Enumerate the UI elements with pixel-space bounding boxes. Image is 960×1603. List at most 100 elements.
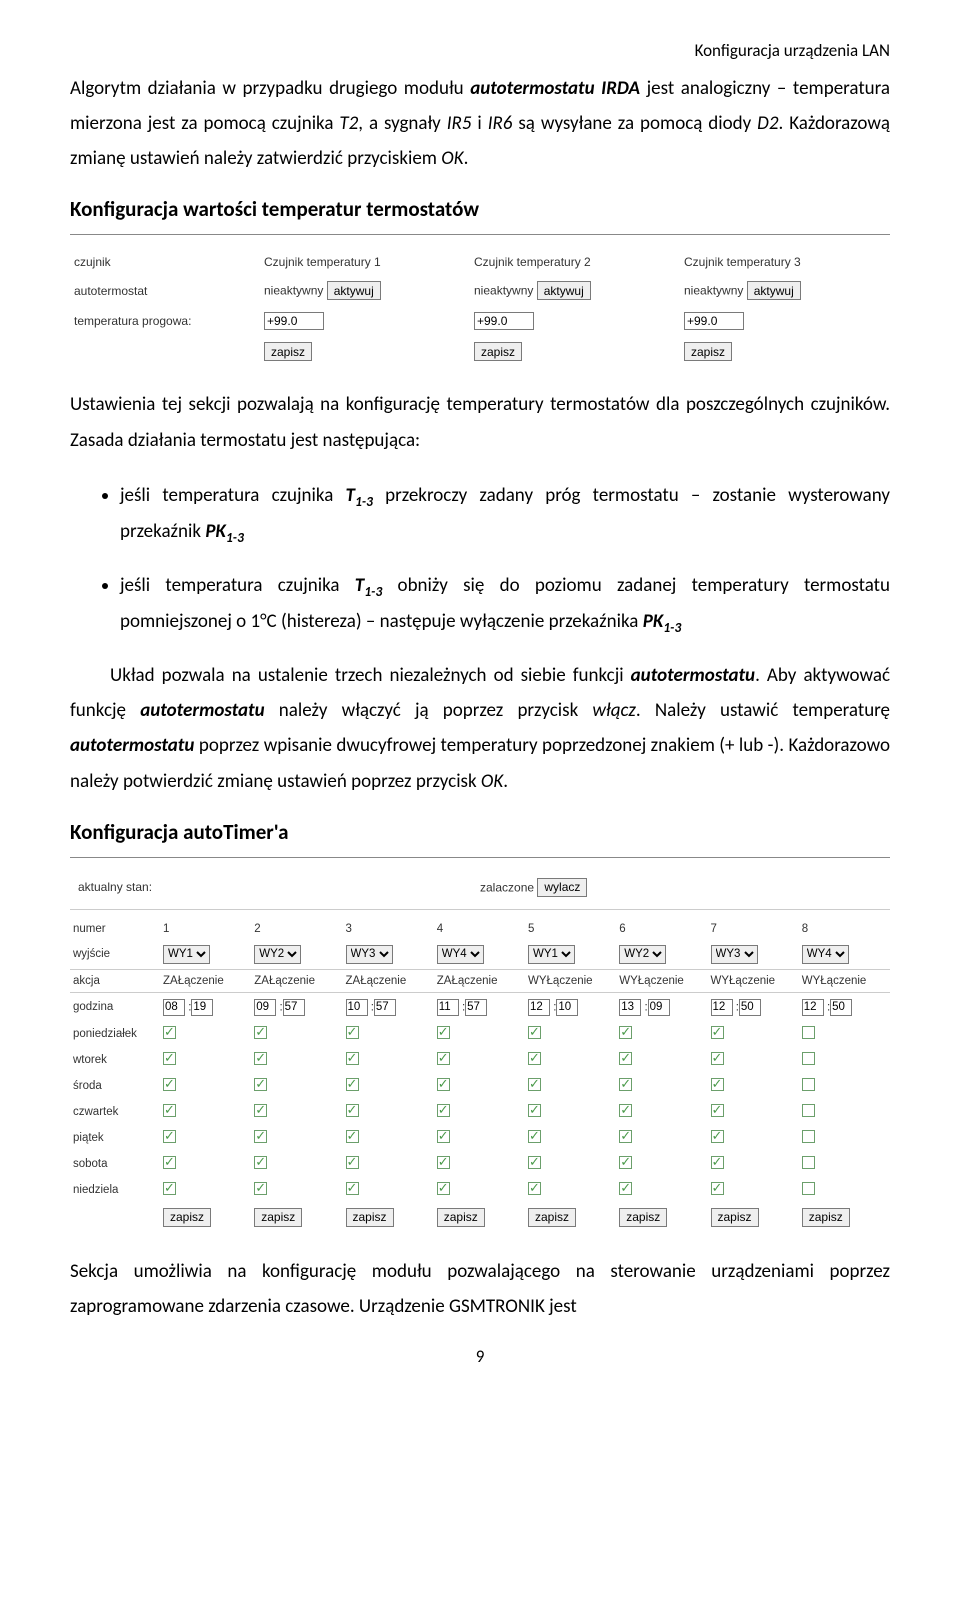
checkbox-sob-8[interactable] xyxy=(802,1156,815,1169)
checkbox-nd-7[interactable] xyxy=(711,1182,724,1195)
wy-select-1[interactable]: WY1 xyxy=(163,945,210,964)
save-button-3[interactable]: zapisz xyxy=(684,342,732,361)
checkbox-nd-8[interactable] xyxy=(802,1182,815,1195)
checkbox-nd-5[interactable] xyxy=(528,1182,541,1195)
checkbox-wt-4[interactable] xyxy=(437,1052,450,1065)
save-button-col-3[interactable]: zapisz xyxy=(346,1208,394,1227)
checkbox-czw-4[interactable] xyxy=(437,1104,450,1117)
hour-input-3[interactable] xyxy=(346,999,368,1016)
checkbox-sob-1[interactable] xyxy=(163,1156,176,1169)
checkbox-wt-6[interactable] xyxy=(619,1052,632,1065)
checkbox-czw-3[interactable] xyxy=(346,1104,359,1117)
checkbox-pt-6[interactable] xyxy=(619,1130,632,1143)
checkbox-nd-2[interactable] xyxy=(254,1182,267,1195)
wy-select-4[interactable]: WY4 xyxy=(437,945,484,964)
hour-input-7[interactable] xyxy=(711,999,733,1016)
minute-input-5[interactable] xyxy=(556,999,578,1016)
threshold-input-1[interactable] xyxy=(264,312,324,330)
checkbox-pon-1[interactable] xyxy=(163,1026,176,1039)
wy-select-2[interactable]: WY2 xyxy=(254,945,301,964)
checkbox-czw-8[interactable] xyxy=(802,1104,815,1117)
checkbox-sr-1[interactable] xyxy=(163,1078,176,1091)
wy-select-6[interactable]: WY2 xyxy=(619,945,666,964)
save-button-col-6[interactable]: zapisz xyxy=(619,1208,667,1227)
save-button-col-4[interactable]: zapisz xyxy=(437,1208,485,1227)
checkbox-sr-2[interactable] xyxy=(254,1078,267,1091)
minute-input-7[interactable] xyxy=(739,999,761,1016)
save-button-col-7[interactable]: zapisz xyxy=(711,1208,759,1227)
minute-input-8[interactable] xyxy=(830,999,852,1016)
checkbox-czw-7[interactable] xyxy=(711,1104,724,1117)
checkbox-sr-4[interactable] xyxy=(437,1078,450,1091)
checkbox-nd-1[interactable] xyxy=(163,1182,176,1195)
wy-select-7[interactable]: WY3 xyxy=(711,945,758,964)
checkbox-sr-3[interactable] xyxy=(346,1078,359,1091)
minute-input-6[interactable] xyxy=(648,999,670,1016)
save-button-col-8[interactable]: zapisz xyxy=(802,1208,850,1227)
wy-select-3[interactable]: WY3 xyxy=(346,945,393,964)
hour-input-8[interactable] xyxy=(802,999,824,1016)
checkbox-czw-1[interactable] xyxy=(163,1104,176,1117)
checkbox-pon-2[interactable] xyxy=(254,1026,267,1039)
save-button-col-5[interactable]: zapisz xyxy=(528,1208,576,1227)
checkbox-pt-5[interactable] xyxy=(528,1130,541,1143)
save-button-2[interactable]: zapisz xyxy=(474,342,522,361)
checkbox-wt-8[interactable] xyxy=(802,1052,815,1065)
checkbox-pt-8[interactable] xyxy=(802,1130,815,1143)
checkbox-pt-3[interactable] xyxy=(346,1130,359,1143)
activate-button-3[interactable]: aktywuj xyxy=(747,281,801,300)
checkbox-czw-5[interactable] xyxy=(528,1104,541,1117)
hour-input-2[interactable] xyxy=(254,999,276,1016)
checkbox-pon-5[interactable] xyxy=(528,1026,541,1039)
hour-input-5[interactable] xyxy=(528,999,550,1016)
activate-button-2[interactable]: aktywuj xyxy=(537,281,591,300)
wy-select-5[interactable]: WY1 xyxy=(528,945,575,964)
wy-select-8[interactable]: WY4 xyxy=(802,945,849,964)
checkbox-wt-1[interactable] xyxy=(163,1052,176,1065)
checkbox-nd-4[interactable] xyxy=(437,1182,450,1195)
checkbox-sob-5[interactable] xyxy=(528,1156,541,1169)
col-num-1: 1 xyxy=(160,918,251,940)
checkbox-pt-1[interactable] xyxy=(163,1130,176,1143)
minute-input-1[interactable] xyxy=(191,999,213,1016)
toggle-button[interactable]: wylacz xyxy=(537,878,587,897)
minute-input-4[interactable] xyxy=(465,999,487,1016)
checkbox-pon-6[interactable] xyxy=(619,1026,632,1039)
checkbox-pon-4[interactable] xyxy=(437,1026,450,1039)
checkbox-sob-6[interactable] xyxy=(619,1156,632,1169)
hour-input-1[interactable] xyxy=(163,999,185,1016)
hour-input-4[interactable] xyxy=(437,999,459,1016)
checkbox-pon-7[interactable] xyxy=(711,1026,724,1039)
checkbox-pt-4[interactable] xyxy=(437,1130,450,1143)
minute-input-3[interactable] xyxy=(374,999,396,1016)
checkbox-pt-2[interactable] xyxy=(254,1130,267,1143)
checkbox-sob-3[interactable] xyxy=(346,1156,359,1169)
checkbox-wt-3[interactable] xyxy=(346,1052,359,1065)
checkbox-sr-5[interactable] xyxy=(528,1078,541,1091)
checkbox-pon-8[interactable] xyxy=(802,1026,815,1039)
checkbox-sob-4[interactable] xyxy=(437,1156,450,1169)
save-button-col-1[interactable]: zapisz xyxy=(163,1208,211,1227)
checkbox-sr-7[interactable] xyxy=(711,1078,724,1091)
threshold-input-2[interactable] xyxy=(474,312,534,330)
hour-input-6[interactable] xyxy=(619,999,641,1016)
checkbox-wt-7[interactable] xyxy=(711,1052,724,1065)
checkbox-sr-8[interactable] xyxy=(802,1078,815,1091)
minute-input-2[interactable] xyxy=(283,999,305,1016)
checkbox-pon-3[interactable] xyxy=(346,1026,359,1039)
checkbox-wt-2[interactable] xyxy=(254,1052,267,1065)
activate-button-1[interactable]: aktywuj xyxy=(327,281,381,300)
checkbox-pt-7[interactable] xyxy=(711,1130,724,1143)
checkbox-sob-7[interactable] xyxy=(711,1156,724,1169)
threshold-input-3[interactable] xyxy=(684,312,744,330)
save-button-col-2[interactable]: zapisz xyxy=(254,1208,302,1227)
checkbox-wt-5[interactable] xyxy=(528,1052,541,1065)
row-label-sensor: czujnik xyxy=(70,249,260,275)
checkbox-sob-2[interactable] xyxy=(254,1156,267,1169)
checkbox-sr-6[interactable] xyxy=(619,1078,632,1091)
checkbox-nd-6[interactable] xyxy=(619,1182,632,1195)
checkbox-nd-3[interactable] xyxy=(346,1182,359,1195)
checkbox-czw-2[interactable] xyxy=(254,1104,267,1117)
save-button-1[interactable]: zapisz xyxy=(264,342,312,361)
checkbox-czw-6[interactable] xyxy=(619,1104,632,1117)
